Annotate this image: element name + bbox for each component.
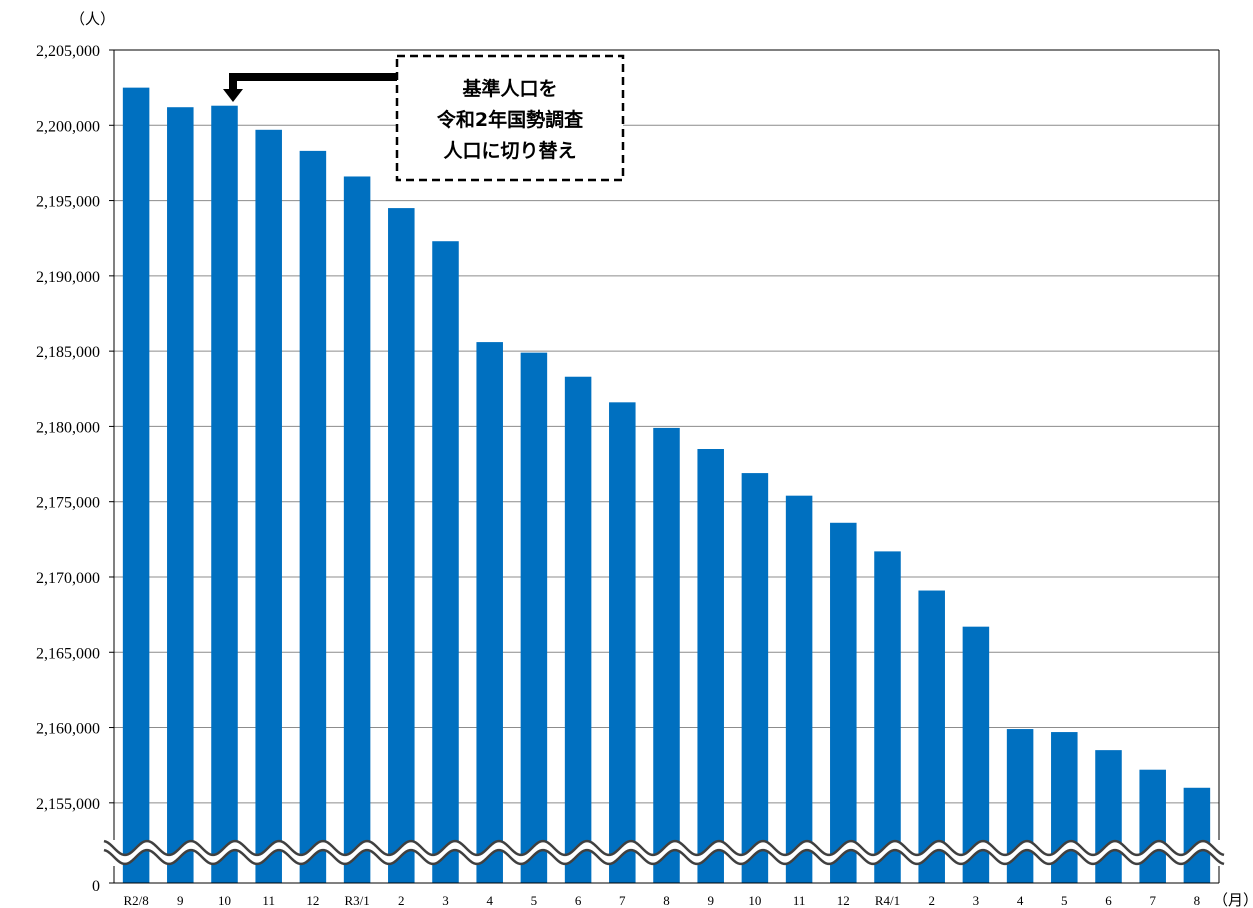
bar	[1095, 750, 1122, 883]
x-tick-label: R2/8	[123, 893, 148, 908]
x-tick-label: 9	[177, 893, 184, 908]
x-tick-label: 6	[575, 893, 582, 908]
annotation-line-1: 基準人口を	[461, 77, 557, 100]
x-tick-label: 6	[1105, 893, 1112, 908]
bar	[1139, 769, 1166, 883]
y-unit-label: （人）	[70, 11, 115, 28]
x-tick-label: 11	[262, 893, 275, 908]
bar	[388, 208, 415, 883]
bar	[741, 473, 769, 883]
x-tick-label: 12	[306, 893, 319, 908]
bar	[564, 376, 592, 883]
y-tick-label: 2,155,000	[36, 796, 100, 813]
axis-break-gap	[104, 841, 1225, 864]
y-tick-label: 2,175,000	[36, 495, 100, 512]
bar	[785, 495, 813, 883]
x-tick-label: 11	[793, 893, 806, 908]
bar	[520, 352, 548, 884]
bar	[609, 402, 636, 883]
annotation-line-3: 人口に切り替え	[443, 139, 576, 162]
y-tick-label: 2,170,000	[36, 570, 100, 587]
y-axis-ticks: 2,205,000 2,200,000 2,195,000 2,190,000 2,18…	[36, 43, 100, 813]
bar	[343, 176, 371, 884]
x-tick-label: 4	[1017, 893, 1024, 908]
bar	[432, 241, 459, 883]
y-tick-label: 2,195,000	[36, 194, 100, 211]
axes	[109, 49, 1220, 884]
bar	[255, 129, 282, 884]
bar	[299, 150, 327, 883]
x-tick-label: 7	[1149, 893, 1156, 908]
x-tick-label: 3	[973, 893, 980, 908]
x-tick-label: 5	[531, 893, 538, 908]
x-axis-ticks: R2/8 9 10 11 12 R3/1 2 3 4 5 6 7 8 9 10 11 12 R4/1 2 3 4 5 6 7 8	[123, 893, 1200, 908]
bar	[918, 590, 945, 883]
y-tick-label: 2,185,000	[36, 344, 100, 361]
bar	[653, 427, 680, 883]
x-tick-label: 5	[1061, 893, 1068, 908]
x-tick-label: 8	[663, 893, 670, 908]
x-unit-label: （月）	[1213, 892, 1253, 908]
x-tick-label: 3	[442, 893, 449, 908]
bar	[874, 551, 901, 883]
x-tick-label: 8	[1194, 893, 1201, 908]
axis-break	[103, 839, 1225, 866]
annotation-arrow-line	[229, 73, 397, 90]
bars	[122, 87, 1211, 884]
x-tick-label: 10	[218, 893, 231, 908]
x-tick-label: 12	[837, 893, 850, 908]
bar	[211, 105, 238, 884]
y-tick-label: 2,190,000	[36, 269, 100, 286]
axis-break-wave	[103, 848, 1225, 866]
y-zero-label: 0	[92, 878, 100, 895]
annotation: 基準人口を 令和2年国勢調査 人口に切り替え	[223, 54, 625, 182]
x-tick-label: 2	[398, 893, 405, 908]
bar	[697, 449, 724, 883]
y-tick-label: 2,160,000	[36, 721, 100, 738]
x-tick-label: R4/1	[875, 893, 900, 908]
x-tick-label: 4	[486, 893, 493, 908]
bar	[1183, 787, 1211, 883]
bar	[167, 107, 194, 884]
y-tick-label: 2,165,000	[36, 645, 100, 662]
x-tick-label: 9	[707, 893, 714, 908]
x-tick-label: 7	[619, 893, 626, 908]
x-tick-label: R3/1	[344, 893, 369, 908]
y-tick-label: 2,180,000	[36, 419, 100, 436]
annotation-line-2: 令和2年国勢調査	[437, 108, 584, 131]
bar	[476, 342, 503, 883]
x-tick-label: 10	[748, 893, 761, 908]
bar	[830, 522, 857, 883]
annotation-box	[395, 54, 625, 182]
x-tick-label: 2	[928, 893, 935, 908]
axis-break-wave	[103, 839, 1225, 857]
bar	[122, 87, 150, 884]
y-tick-label: 2,205,000	[36, 43, 100, 60]
annotation-arrow-head	[223, 89, 243, 102]
y-tick-label: 2,200,000	[36, 118, 100, 135]
